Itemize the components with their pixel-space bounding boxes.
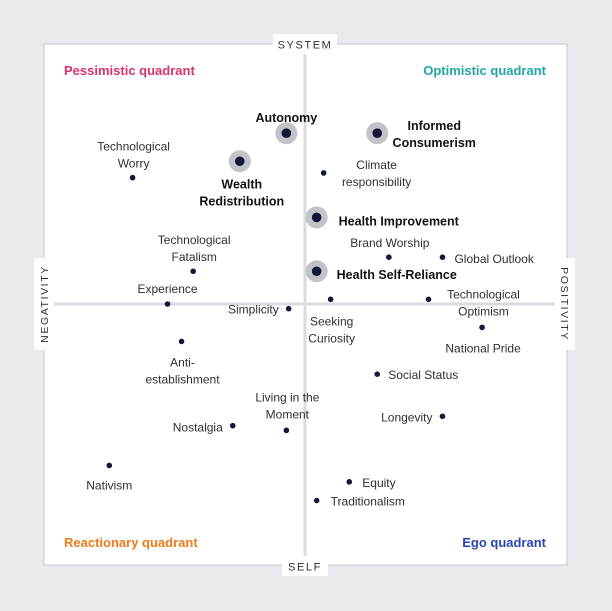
data-point-technological-fatalism: Technological Fatalism	[158, 233, 231, 275]
data-point-label: Nativism	[86, 478, 132, 492]
data-point-dot	[386, 254, 392, 260]
data-point-nostalgia: Nostalgia	[173, 421, 236, 435]
quadrant-label-optimistic: Optimistic quadrant	[423, 63, 546, 78]
data-point-label: Climate responsibility	[342, 158, 411, 189]
data-point-label: Technological Worry	[97, 140, 170, 171]
data-point-dot	[178, 338, 185, 345]
data-point-climate-responsibility: Climate responsibility	[320, 158, 411, 189]
quadrant-label-pessimistic: Pessimistic quadrant	[64, 63, 195, 78]
data-point-brand-worship: Brand Worship	[350, 236, 430, 260]
data-point-label: Anti-establishment	[145, 355, 220, 386]
data-point-label: Autonomy	[255, 111, 317, 125]
data-point-dot	[283, 427, 290, 434]
data-point-equity: Equity	[346, 476, 396, 490]
data-point-dot	[164, 301, 171, 307]
data-point-label: Equity	[362, 476, 395, 490]
data-point-label: Brand Worship	[350, 236, 429, 250]
data-point-dot	[106, 462, 113, 469]
data-point-dot	[281, 128, 292, 138]
data-point-simplicity: Simplicity	[228, 303, 292, 317]
data-point-dot	[346, 479, 353, 485]
data-point-traditionalism: Traditionalism	[313, 495, 405, 509]
data-point-national-pride: National Pride	[445, 324, 521, 355]
data-point-label: Seeking Curiosity	[308, 314, 355, 345]
axis-label-top-text: SYSTEM	[278, 40, 333, 52]
data-point-dot	[320, 170, 327, 176]
data-point-dot	[129, 174, 136, 181]
data-point-label: Nostalgia	[173, 421, 223, 435]
data-point-label: Longevity	[381, 410, 432, 424]
data-point-longevity: Longevity	[381, 410, 446, 424]
data-point-dot	[285, 305, 292, 312]
data-point-dot	[479, 324, 485, 331]
data-point-technological-worry: Technological Worry	[97, 140, 170, 181]
data-point-living-in-the-moment: Living in the Moment	[255, 390, 320, 434]
data-point-dot	[313, 497, 320, 504]
data-point-health-self-reliance: Health Self-Reliance	[305, 260, 457, 283]
axis-label-top: SYSTEM	[273, 34, 337, 54]
data-point-label: Wealth Redistribution	[199, 177, 284, 208]
data-point-dot	[311, 266, 322, 277]
data-point-dot	[327, 296, 334, 303]
data-point-label: Living in the Moment	[255, 390, 319, 421]
data-point-dot	[229, 422, 236, 429]
data-point-informed-consumerism: Informed Consumerism	[366, 119, 476, 150]
data-point-seeking-curiosity: Seeking Curiosity	[308, 296, 355, 345]
data-point-label: National Pride	[445, 341, 521, 355]
data-point-label: Technological Fatalism	[158, 233, 231, 264]
data-point-label: Social Status	[388, 368, 458, 382]
axis-label-left: NEGATIVITY	[34, 258, 54, 350]
data-point-label: Traditionalism	[331, 495, 405, 509]
data-point-label: Informed Consumerism	[393, 119, 476, 150]
axis-label-left-text: NEGATIVITY	[39, 265, 51, 343]
data-point-label: Experience	[138, 282, 198, 296]
quadrant-label-ego: Ego quadrant	[462, 535, 546, 550]
quadrant-label-reactionary: Reactionary quadrant	[64, 535, 198, 550]
data-point-wealth-redistribution: Wealth Redistribution	[199, 150, 284, 208]
data-point-anti-establishment: Anti-establishment	[145, 338, 220, 386]
data-point-health-improvement: Health Improvement	[305, 206, 460, 229]
data-point-nativism: Nativism	[86, 462, 132, 492]
data-point-dot	[234, 156, 245, 167]
data-point-dot	[311, 212, 322, 223]
data-point-technological-optimism: Technological Optimism	[425, 287, 520, 318]
axis-label-right-text: POSITIVITY	[558, 267, 570, 341]
data-point-social-status: Social Status	[374, 368, 458, 382]
data-point-global-outlook: Global Outlook	[439, 252, 535, 266]
data-point-dot	[372, 128, 383, 138]
data-point-label: Technological Optimism	[447, 287, 520, 318]
data-point-label: Health Improvement	[339, 214, 460, 228]
data-point-label: Health Self-Reliance	[337, 268, 457, 282]
data-point-experience: Experience	[138, 282, 198, 307]
data-point-dot	[374, 371, 381, 378]
data-point-label: Simplicity	[228, 303, 279, 317]
data-point-dot	[439, 254, 446, 260]
data-point-label: Global Outlook	[454, 252, 534, 266]
data-point-dot	[425, 296, 432, 303]
data-point-autonomy: Autonomy	[255, 111, 317, 145]
points-layer: Autonomy Informed Consumerism Technological…	[86, 111, 535, 508]
data-point-dot	[190, 268, 196, 275]
axis-label-right: POSITIVITY	[555, 258, 575, 350]
data-point-dot	[439, 413, 446, 420]
axis-label-bottom-text: SELF	[288, 562, 322, 574]
axis-label-bottom: SELF	[282, 556, 328, 576]
